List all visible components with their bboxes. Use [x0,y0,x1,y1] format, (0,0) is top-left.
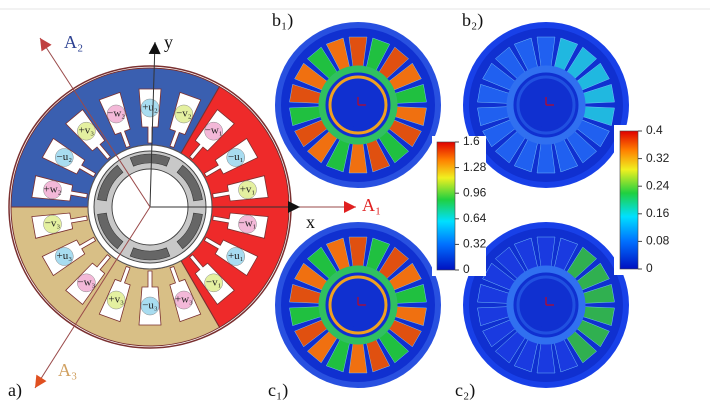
coil-label: +v₁ [240,183,256,195]
panel-label: b₁) [272,10,293,31]
colorbar [620,131,638,269]
panel-label: c₁) [268,380,288,401]
y-axis-head [149,42,161,54]
panel-label: a) [8,380,22,401]
colorbar-tick-label: 0.24 [646,178,670,192]
coil-label: −w₂ [107,108,125,120]
coil-label: +u₁ [228,250,244,262]
coil-label: +u₃ [56,250,72,262]
colorbar-tick-label: 0.08 [646,234,670,248]
coil-label: −w₁ [239,218,257,230]
coil-label: +v₃ [108,294,124,306]
coil-label: −u₂ [56,151,72,163]
colorbar-tick-label: 1.6 [463,134,480,148]
panel-label: b₂) [462,10,483,31]
coil-label: −u₃ [142,300,158,312]
coil-label: −w₃ [77,276,95,288]
coil-label: −v₂ [176,108,192,120]
colorbar-tick-label: 1.28 [463,160,487,174]
coil-label: +u₂ [142,102,158,114]
colorbar-tick-label: 0 [463,262,470,276]
a2-axis-head [40,38,52,51]
colorbar-tick-label: 0 [646,261,653,275]
coil-label: −w₁ [205,125,223,137]
colorbar-tick-label: 0.16 [646,206,670,220]
axis-label: A₃ [58,360,77,380]
colorbar [437,142,455,270]
layer: +v₁ −u₁ −w₁ −v₂ +u₂ −w₂ +v₃ −u₂ +w₂ −v₃ +u₃ −w₃ +v₃ −… [8,10,672,401]
a3-axis-head [35,375,46,388]
panel-label: c₂) [455,380,475,401]
axis-label: A₂ [64,32,83,52]
coil-label: −v₁ [206,276,222,288]
colorbar-tick-label: 0.32 [463,237,487,251]
axis-label: A₁ [362,195,381,215]
coil-label: −u₁ [228,151,244,163]
axis-label: y [164,32,173,52]
coil-label: −v₃ [45,218,61,230]
axis-label: x [306,212,315,232]
colorbar-tick-label: 0.64 [463,211,487,225]
a1-axis-head [344,201,356,213]
figure: +v₁ −u₁ −w₁ −v₂ +u₂ −w₂ +v₃ −u₂ +w₂ −v₃ +u₃ −w₃ +v₃ −… [0,0,710,408]
x-axis-head [288,201,300,213]
colorbar-tick-label: 0.96 [463,185,487,199]
colorbar-tick-label: 0.32 [646,151,670,165]
coil-label: +v₃ [79,125,95,137]
coil-label: +w₂ [44,183,62,195]
colorbar-tick-label: 0.4 [646,123,663,137]
coil-label: +w₃ [175,294,193,306]
